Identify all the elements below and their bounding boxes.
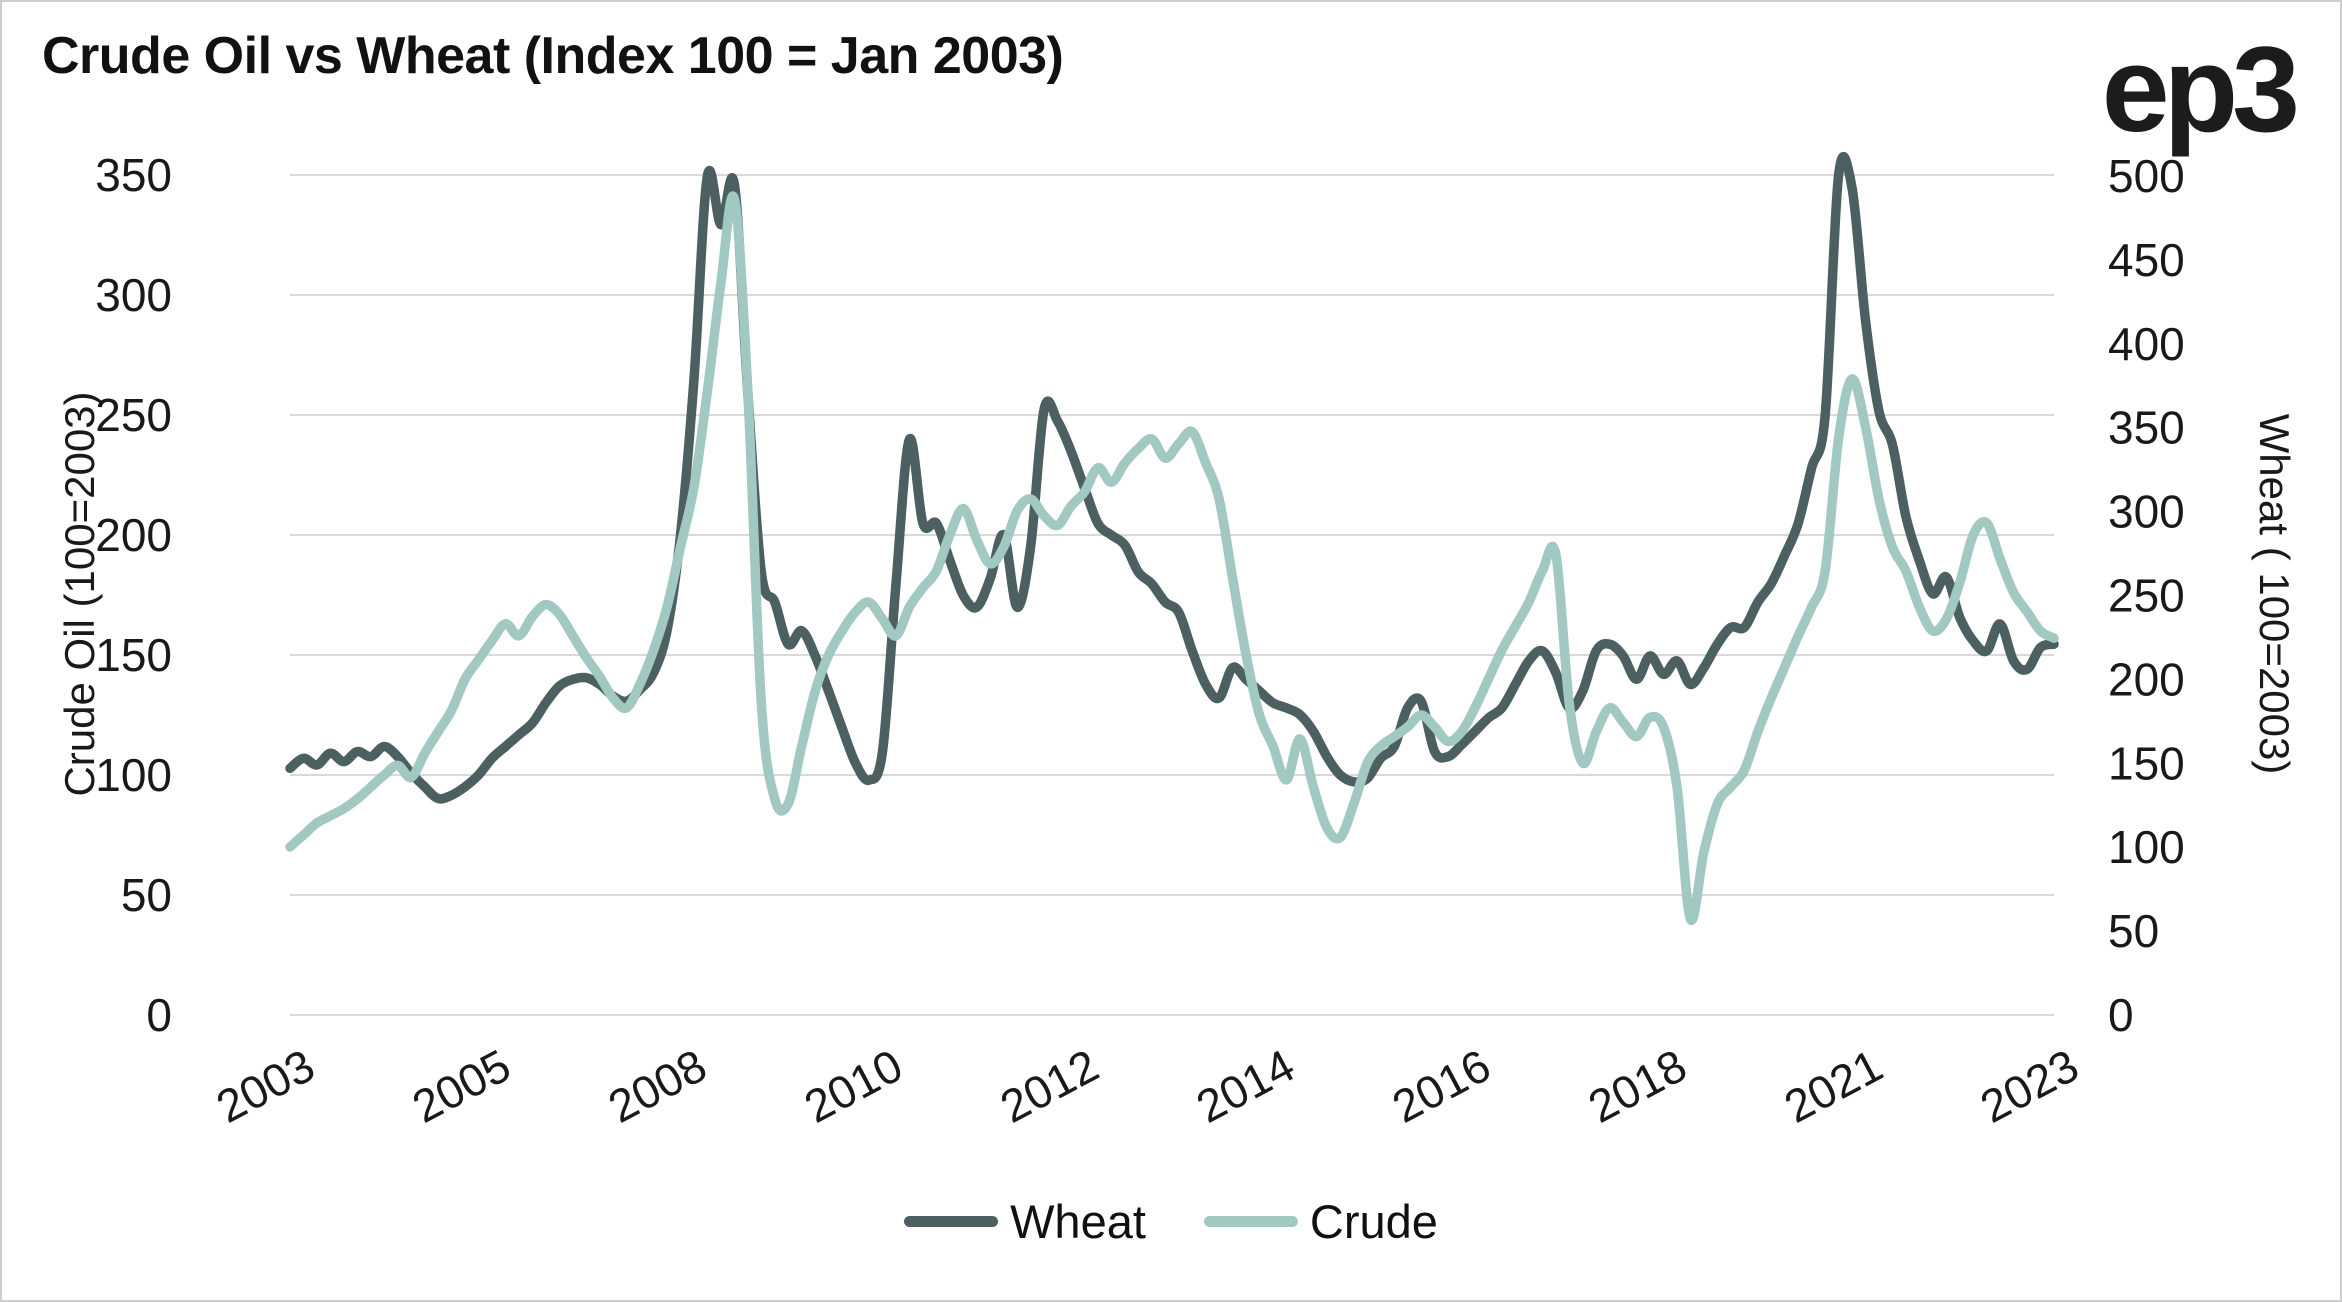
chart-title: Crude Oil vs Wheat (Index 100 = Jan 2003… <box>42 27 1064 85</box>
svg-text:2003: 2003 <box>208 1039 323 1133</box>
legend-item-crude: Crude <box>1203 1194 1438 1249</box>
wheat-line-swatch-icon <box>904 1216 999 1227</box>
svg-text:2008: 2008 <box>600 1039 715 1133</box>
svg-text:200: 200 <box>95 509 172 561</box>
svg-text:2023: 2023 <box>1972 1039 2087 1133</box>
chart-legend: Wheat Crude <box>2 1194 2340 1249</box>
svg-text:150: 150 <box>2108 737 2185 789</box>
svg-text:2014: 2014 <box>1188 1039 1303 1133</box>
svg-text:350: 350 <box>95 149 172 201</box>
svg-text:150: 150 <box>95 629 172 681</box>
svg-text:0: 0 <box>2108 989 2134 1041</box>
legend-item-wheat: Wheat <box>904 1194 1146 1249</box>
svg-text:2010: 2010 <box>796 1039 911 1133</box>
svg-text:300: 300 <box>2108 486 2185 538</box>
svg-text:500: 500 <box>2108 150 2185 202</box>
svg-text:200: 200 <box>2108 653 2185 705</box>
svg-text:2005: 2005 <box>404 1039 519 1133</box>
legend-label-crude: Crude <box>1309 1195 1438 1248</box>
svg-text:300: 300 <box>95 269 172 321</box>
crude-line-swatch-icon <box>1203 1216 1298 1227</box>
legend-label-wheat: Wheat <box>1010 1195 1146 1248</box>
svg-text:0: 0 <box>146 989 172 1041</box>
svg-text:350: 350 <box>2108 402 2185 454</box>
svg-text:100: 100 <box>2108 821 2185 873</box>
svg-text:2012: 2012 <box>992 1039 1107 1133</box>
svg-text:100: 100 <box>95 749 172 801</box>
svg-text:250: 250 <box>2108 570 2185 622</box>
ep3-logo: ep3 <box>2101 21 2300 157</box>
svg-text:450: 450 <box>2108 234 2185 286</box>
svg-text:250: 250 <box>95 389 172 441</box>
svg-text:2021: 2021 <box>1776 1039 1891 1133</box>
svg-text:2018: 2018 <box>1580 1039 1695 1133</box>
svg-text:50: 50 <box>2108 905 2159 957</box>
svg-text:50: 50 <box>121 869 172 921</box>
svg-text:400: 400 <box>2108 318 2185 370</box>
svg-text:2016: 2016 <box>1384 1039 1499 1133</box>
